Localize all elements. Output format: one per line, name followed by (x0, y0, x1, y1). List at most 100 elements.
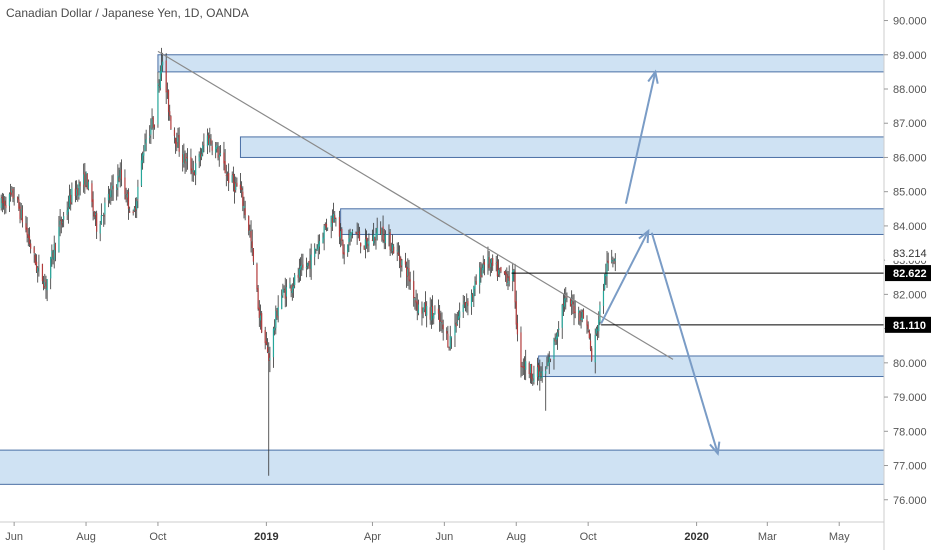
y-tick-label: 88.000 (893, 84, 927, 96)
candle-body (513, 270, 515, 273)
candle-body (142, 154, 144, 163)
candle-body (317, 244, 319, 250)
candle-body (548, 357, 550, 364)
candle-body (104, 202, 106, 215)
candle-body (149, 136, 151, 138)
candle-body (396, 250, 398, 252)
candle-body (448, 347, 450, 349)
candle-body (136, 201, 138, 210)
candle-body (334, 215, 336, 219)
candle-body (223, 152, 225, 164)
candle-body (404, 260, 407, 265)
candle-body (356, 232, 358, 235)
candle-body (225, 175, 227, 176)
candle-body (384, 234, 387, 243)
candle-body (503, 271, 506, 274)
candle-body (516, 323, 519, 335)
x-tick-label: Jun (435, 531, 453, 543)
zone-2 (239, 136, 885, 158)
candle-body (250, 231, 252, 242)
drawing-overlays (157, 50, 884, 456)
y-tick-label: 78.000 (893, 426, 927, 438)
candle-body (127, 191, 130, 209)
candle-body (17, 197, 19, 200)
y-tick-label: 85.000 (893, 187, 927, 199)
candle-body (58, 226, 60, 253)
candle-body (158, 84, 160, 86)
candle-body (265, 341, 267, 346)
candle-body (228, 173, 230, 183)
arrow-head-3 (709, 441, 721, 456)
x-tick-label: Oct (580, 531, 597, 543)
candle-body (578, 309, 580, 314)
candle-body (272, 328, 275, 358)
y-tick-label: 76.000 (893, 495, 927, 507)
candle-body (77, 188, 79, 196)
candle-body (441, 320, 443, 323)
candle-body (244, 208, 246, 216)
candle-body (226, 174, 229, 176)
candle-body (200, 154, 203, 158)
candle-body (94, 213, 97, 215)
candle-body (376, 228, 378, 236)
x-tick-label: Jun (5, 531, 23, 543)
candle-body (388, 234, 390, 235)
candle-body (553, 338, 555, 359)
candle-body (307, 262, 309, 266)
candle-body (523, 367, 526, 369)
candle-body (522, 366, 524, 368)
candle-body (19, 206, 21, 220)
candle-body (46, 279, 48, 291)
candle-body (499, 268, 501, 270)
candle-body (5, 204, 7, 208)
candle-body (505, 271, 507, 275)
candle-body (421, 306, 423, 314)
candle-body (434, 311, 436, 315)
candle-body (52, 252, 54, 258)
candle-body (301, 264, 303, 268)
candle-body (292, 285, 295, 289)
candle-body (50, 257, 52, 279)
candle-body (165, 60, 167, 93)
candle-body (363, 245, 365, 250)
candle-body (87, 181, 89, 189)
candle-body (327, 227, 329, 229)
candle-body (538, 365, 540, 377)
candle-body (456, 322, 458, 325)
candle-body (184, 153, 186, 164)
candle-body (264, 330, 266, 344)
candle-body (157, 83, 159, 125)
candle-body (38, 265, 40, 267)
candle-body (431, 305, 434, 317)
candle-body (63, 216, 65, 220)
candle-body (236, 182, 238, 187)
candle-body (455, 322, 457, 327)
candle-body (497, 269, 500, 275)
candle-body (414, 298, 416, 300)
candle-body (257, 288, 259, 309)
candle-body (132, 211, 134, 213)
candle-body (68, 195, 71, 207)
candle-body (480, 267, 482, 278)
candle-body (546, 367, 548, 369)
candle-body (500, 267, 502, 272)
candle-body (422, 307, 424, 314)
candle-body (349, 233, 351, 240)
candle-body (496, 261, 498, 277)
arrow-head-1 (647, 69, 659, 84)
candle-body (217, 147, 219, 158)
candle-body (341, 228, 343, 242)
candle-body (591, 348, 593, 361)
candle-body (579, 311, 581, 322)
candle-body (176, 141, 178, 148)
candle-body (134, 207, 137, 211)
candle-body (294, 275, 296, 285)
candle-body (175, 137, 177, 144)
candle-body (459, 311, 461, 318)
candle-body (424, 302, 427, 315)
candle-body (10, 191, 12, 195)
candle-body (4, 200, 6, 206)
candle-body (467, 300, 469, 306)
